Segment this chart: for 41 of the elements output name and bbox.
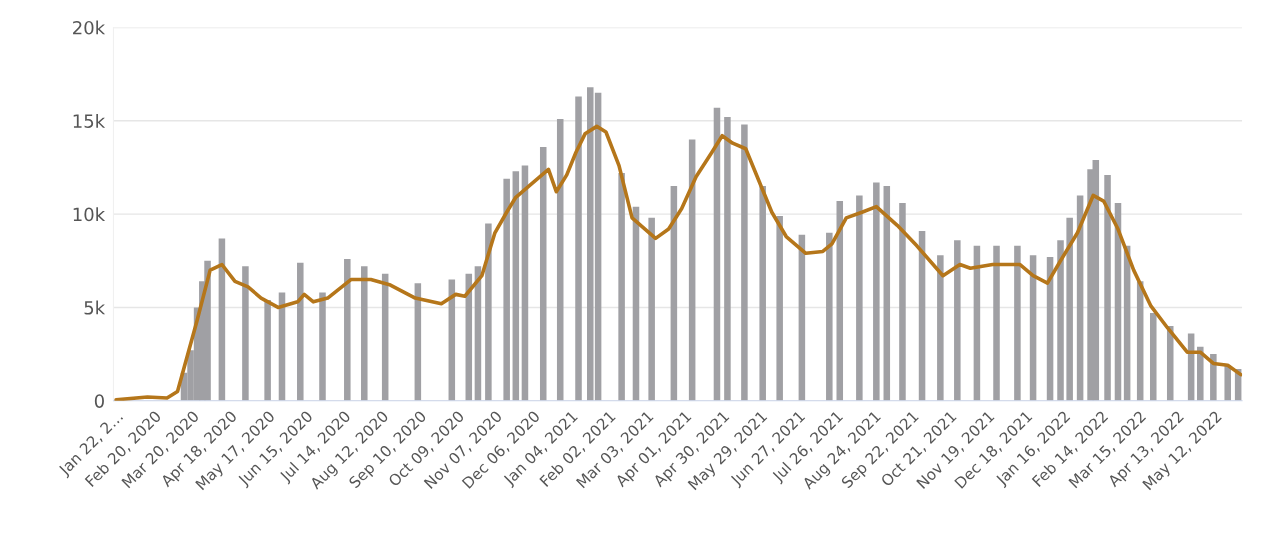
bar [361,266,368,401]
bar [264,299,271,401]
bar [297,262,304,401]
bar [1066,217,1073,401]
bar [937,255,944,401]
bar [319,292,326,401]
bar [776,215,783,401]
bar [883,186,891,401]
bar [618,173,625,401]
bar [485,223,492,401]
bar [344,258,351,401]
bar [242,266,249,401]
bar [759,186,766,401]
bar [724,117,731,401]
bar [954,240,961,401]
bar [1224,365,1231,401]
bar [1149,313,1157,401]
bar [1166,326,1174,401]
bar [1197,346,1204,401]
bar [1104,174,1111,401]
bar [826,232,833,401]
bar [899,202,906,401]
bar [1014,245,1021,401]
bar [1210,354,1217,401]
y-tick-label: 10k [73,207,106,222]
bar [575,96,582,401]
bar [873,182,880,401]
bar [993,245,1000,401]
bar [741,124,748,401]
bar [836,201,844,401]
y-tick-label: 20k [73,20,106,35]
bar [503,178,510,401]
bar [539,146,547,401]
y-tick-label: 15k [73,113,106,128]
bar [521,165,529,401]
bar [1057,240,1064,401]
y-tick-label: 5k [84,300,106,315]
bar [648,217,655,401]
bar [856,195,863,401]
y-tick-label: 0 [94,394,104,408]
line-series [114,124,1243,401]
